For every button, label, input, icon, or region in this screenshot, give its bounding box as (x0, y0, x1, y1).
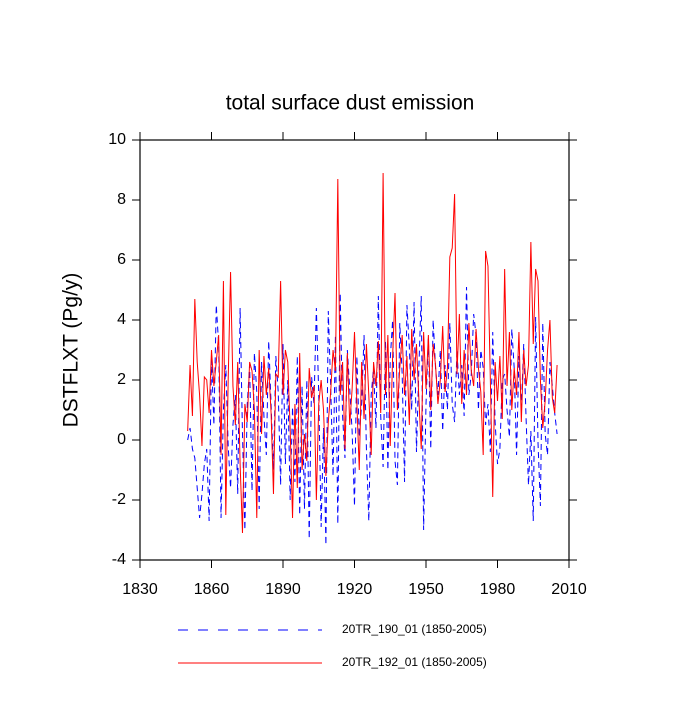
y-tick-label: 6 (117, 251, 126, 268)
x-tick-label: 1890 (265, 581, 301, 598)
y-axis-label: DSTFLXT (Pg/y) (60, 273, 83, 428)
y-tick-label: 0 (117, 431, 126, 448)
x-tick-label: 1980 (480, 581, 516, 598)
x-tick-label: 2010 (551, 581, 587, 598)
chart-title: total surface dust emission (226, 92, 475, 115)
y-tick-label: 10 (108, 131, 126, 148)
data-line (187, 172, 558, 534)
x-tick-label: 1860 (194, 581, 230, 598)
plot-frame (139, 139, 570, 561)
x-tick-label: 1920 (337, 581, 373, 598)
y-tick-label: 2 (117, 371, 126, 388)
x-tick-label: 1830 (122, 581, 158, 598)
legend-label: 20TR_190_01 (1850-2005) (342, 622, 487, 636)
y-tick-label: 8 (117, 191, 126, 208)
y-tick-label: -4 (112, 551, 126, 568)
y-tick-label: 4 (117, 311, 126, 328)
y-tick-label: -2 (112, 491, 126, 508)
legend-label: 20TR_192_01 (1850-2005) (342, 655, 487, 669)
x-tick-label: 1950 (408, 581, 444, 598)
